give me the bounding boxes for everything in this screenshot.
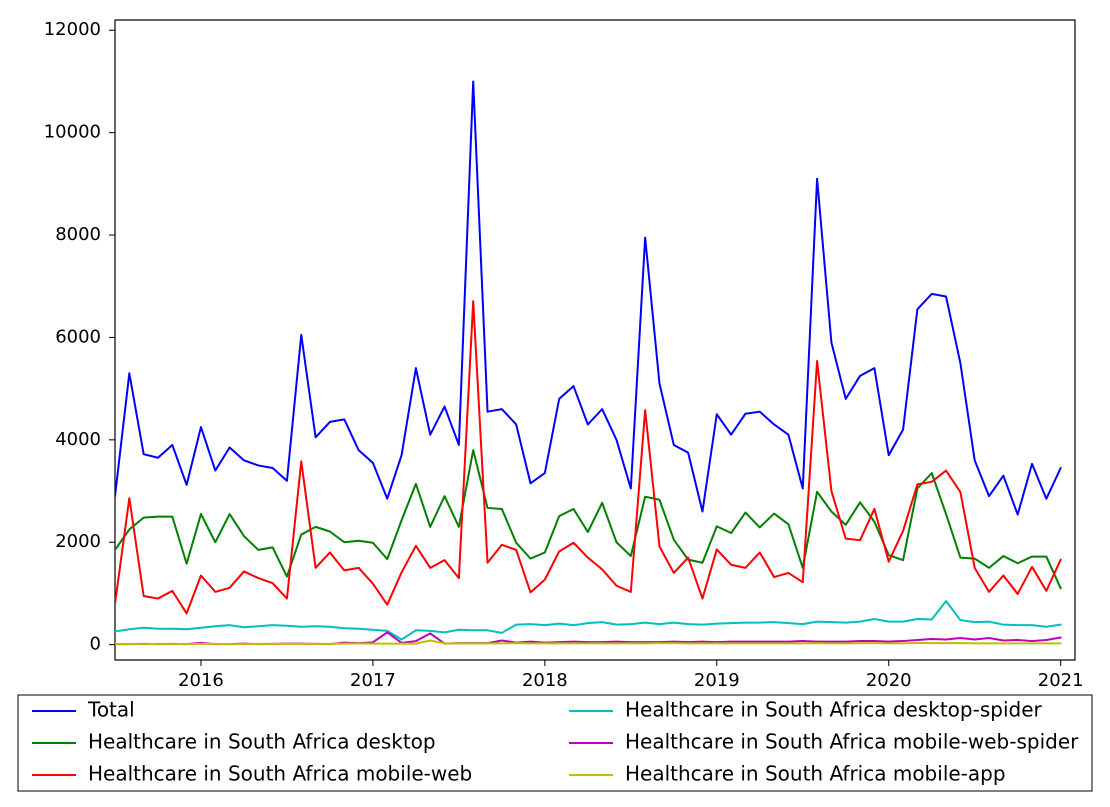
y-tick-label: 2000 bbox=[55, 531, 101, 552]
x-tick-label: 2020 bbox=[866, 670, 912, 691]
y-tick-label: 8000 bbox=[55, 224, 101, 245]
y-tick-label: 6000 bbox=[55, 326, 101, 347]
x-tick-label: 2018 bbox=[522, 670, 568, 691]
legend-label: Total bbox=[87, 698, 135, 722]
legend-label: Healthcare in South Africa desktop bbox=[88, 730, 436, 754]
y-tick-label: 4000 bbox=[55, 429, 101, 450]
x-tick-label: 2016 bbox=[178, 670, 224, 691]
legend-label: Healthcare in South Africa mobile-app bbox=[625, 762, 1006, 786]
y-tick-label: 12000 bbox=[44, 19, 101, 40]
legend-label: Healthcare in South Africa mobile-web bbox=[88, 762, 472, 786]
x-tick-label: 2017 bbox=[350, 670, 396, 691]
x-tick-label: 2021 bbox=[1038, 670, 1084, 691]
line-chart: 0 2000 4000 6000 8000 10000 12000 2016 2017 2018 2… bbox=[0, 0, 1110, 807]
x-tick-label: 2019 bbox=[694, 670, 740, 691]
legend-label: Healthcare in South Africa desktop-spide… bbox=[625, 698, 1043, 722]
legend-label: Healthcare in South Africa mobile-web-sp… bbox=[625, 730, 1079, 754]
chart-container: 0 2000 4000 6000 8000 10000 12000 2016 2017 2018 2… bbox=[0, 0, 1110, 807]
y-tick-label: 10000 bbox=[44, 122, 101, 143]
y-tick-label: 0 bbox=[90, 634, 101, 655]
